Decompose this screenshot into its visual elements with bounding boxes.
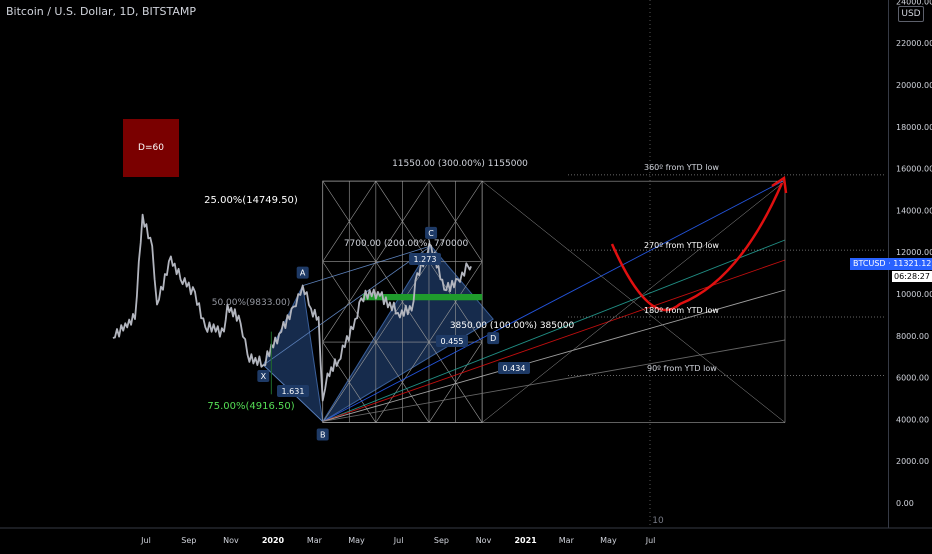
arrow-head (771, 175, 788, 194)
gann-diagonal (428, 341, 483, 423)
y-tick-label: 4000.00 (896, 415, 929, 424)
annotation-label: 7700.00 (200.00%) 770000 (344, 239, 469, 249)
y-tick-label: 0.00 (896, 499, 914, 508)
symbol-title[interactable]: Bitcoin / U.S. Dollar, 1D, BITSTAMP (6, 5, 196, 18)
y-tick-label: 20000.00 (896, 81, 932, 90)
y-tick-label: 16000.00 (896, 165, 932, 174)
y-tick-label: 10000.00 (896, 290, 932, 299)
y-tick-label: 24000.00 (896, 0, 932, 6)
ratio-label: 1.273 (414, 255, 437, 264)
ratio-badge (436, 335, 468, 347)
gann-diagonal (375, 180, 430, 262)
price-series (112, 213, 472, 402)
fan-line (322, 339, 786, 422)
point-label-a: A (300, 269, 306, 278)
ratio-label: 1.631 (282, 387, 305, 396)
x-tick-label: Jul (393, 536, 404, 545)
ratio-badge (409, 253, 441, 265)
point-label-b: B (320, 430, 326, 439)
fan-line (322, 179, 786, 422)
fan-line (322, 289, 786, 422)
annotation-label: 360º from YTD low (644, 163, 719, 172)
d-period-box[interactable]: D=60 (123, 119, 179, 177)
y-tick-label: 2000.00 (896, 457, 929, 466)
point-label-c: C (428, 229, 434, 238)
gann-extension (481, 180, 786, 423)
ratio-badge (498, 362, 530, 374)
ratio-label: 0.434 (503, 364, 526, 373)
ratio-badge (277, 385, 309, 397)
annotation-label: 75.00%(4916.50) (207, 401, 294, 412)
x-tick-label: Nov (223, 536, 239, 545)
annotation-label: 11550.00 (300.00%) 1155000 (392, 159, 528, 169)
x-tick-label: Jul (645, 536, 656, 545)
gann-diagonal (322, 180, 377, 262)
support-zone (362, 294, 483, 301)
pattern-triangle-bcd (322, 245, 494, 422)
annotation-label: 270º from YTD low (644, 241, 719, 250)
x-tick-label: Nov (476, 536, 492, 545)
point-label-d: D (490, 334, 496, 343)
x-tick-label: May (600, 536, 617, 545)
gann-diagonal (428, 261, 483, 343)
pattern-ac-leg (302, 245, 432, 287)
fan-line (322, 239, 786, 422)
y-tick-label: 12000.00 (896, 248, 932, 257)
gann-diagonal (322, 261, 377, 343)
point-label-x: X (261, 372, 267, 381)
x-tick-label: Mar (307, 536, 323, 545)
last-price-label: BTCUSD · 11321.12 (850, 258, 932, 270)
annotation-label: 180º from YTD low (644, 306, 719, 315)
annotation-label: 25.00%(14749.50) (204, 195, 298, 206)
bottom-marker: 10 (652, 516, 664, 526)
annotation-label: 50.00%(9833.00) (212, 298, 291, 308)
point-badge (296, 266, 309, 279)
currency-badge[interactable]: USD (898, 6, 924, 22)
y-tick-label: 8000.00 (896, 332, 929, 341)
annotation-label: 90º from YTD low (647, 364, 717, 373)
point-badge (316, 428, 329, 441)
gann-diagonal (322, 341, 377, 423)
y-tick-label: 14000.00 (896, 206, 932, 215)
x-tick-label: Sep (181, 536, 196, 545)
annotation-label: 3850.00 (100.00%) 385000 (450, 321, 575, 331)
point-badge (257, 370, 270, 383)
x-tick-label: May (348, 536, 365, 545)
x-tick-label: Sep (434, 536, 449, 545)
point-badge (487, 332, 500, 345)
y-tick-label: 6000.00 (896, 374, 929, 383)
y-tick-label: 22000.00 (896, 39, 932, 48)
x-tick-label: 2020 (262, 536, 285, 545)
x-tick-label: Mar (559, 536, 575, 545)
x-tick-label: 2021 (514, 536, 537, 545)
projection-arrow (610, 182, 784, 312)
gann-diagonal (375, 341, 430, 423)
ratio-label: 0.455 (441, 337, 464, 346)
gann-diagonal (428, 180, 483, 262)
x-tick-label: Jul (140, 536, 151, 545)
y-tick-label: 18000.00 (896, 123, 932, 132)
bar-countdown: 06:28:27 (892, 271, 932, 282)
point-badge (425, 226, 438, 239)
